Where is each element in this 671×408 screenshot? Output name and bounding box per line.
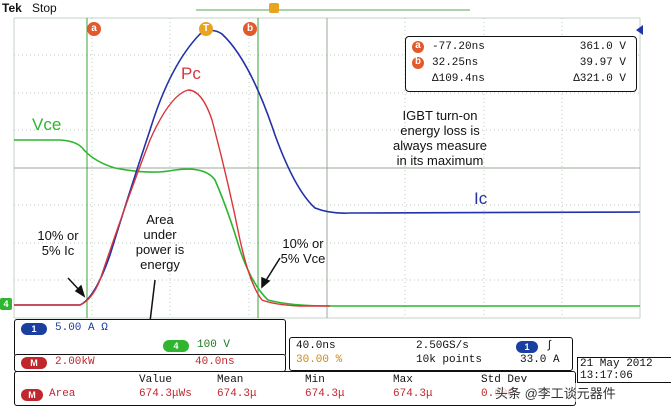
- cursor-delta-row: Δ109.4ns Δ321.0 V: [412, 72, 630, 88]
- vce-trace: [14, 139, 640, 307]
- datetime: 21 May 2012 13:17:06: [577, 357, 671, 383]
- meas-value: 674.3μWs: [139, 388, 192, 400]
- meas-min: 674.3μ: [305, 388, 345, 400]
- pc-trace: [14, 89, 330, 307]
- timebase-panel: 40.0ns 2.50GS/s 30.00 % 10k points 1 ∫ 3…: [289, 337, 573, 371]
- status-bar: Tek Stop: [0, 0, 671, 18]
- cursor-a-time: -77.20ns: [432, 41, 485, 53]
- cursor-a-row: a -77.20ns 361.0 V: [412, 40, 630, 56]
- trigger-position-icon: [269, 3, 279, 13]
- meas-header-value: Value: [139, 374, 173, 386]
- trigger-marker[interactable]: T: [199, 22, 213, 36]
- ch4-ground-marker[interactable]: 4: [0, 298, 12, 310]
- ic-threshold-note: 10% or 5% Ic: [37, 228, 79, 258]
- meas-header-max: Max: [393, 374, 413, 386]
- meas-max: 674.3μ: [393, 388, 433, 400]
- cursor-b-row: b 32.25ns 39.97 V: [412, 56, 630, 72]
- cursor-a-value: 361.0 V: [579, 41, 626, 53]
- pc-label: Pc: [181, 64, 201, 83]
- trigger-position[interactable]: 30.00 %: [296, 354, 343, 366]
- ch1-scale[interactable]: 5.00 A Ω: [55, 322, 108, 334]
- cursor-readout: a -77.20ns 361.0 V b 32.25ns 39.97 V Δ10…: [405, 36, 637, 92]
- ch1-level-arrow-icon: [636, 25, 643, 35]
- cursor-delta-value: Δ321.0 V: [573, 73, 626, 85]
- cursor-b-value: 39.97 V: [579, 57, 626, 69]
- math-scale[interactable]: 2.00kW: [55, 356, 95, 368]
- record-length: 10k points: [416, 354, 483, 366]
- math-indicator[interactable]: M: [21, 357, 47, 369]
- area-note: Area under power is energy: [135, 212, 185, 272]
- date: 21 May 2012: [580, 358, 653, 370]
- cursor-b-marker[interactable]: b: [243, 22, 257, 36]
- igbt-note: IGBT turn-on energy loss is always measu…: [393, 108, 487, 168]
- horizontal-scale[interactable]: 40.0ns: [296, 340, 336, 352]
- watermark: 头条 @李工谈元器件: [492, 383, 619, 402]
- meas-source[interactable]: M: [21, 389, 43, 401]
- run-state[interactable]: Stop: [32, 1, 57, 15]
- ic-label: Ic: [474, 189, 488, 208]
- ch4-indicator[interactable]: 4: [163, 340, 189, 352]
- brand-logo: Tek: [2, 1, 22, 15]
- vce-threshold-note: 10% or 5% Vce: [280, 236, 326, 266]
- channel-panel: 1 5.00 A Ω 4 100 V: [14, 319, 286, 357]
- measurement-panel: Value Mean Min Max Std Dev M Area 674.3μ…: [14, 371, 576, 406]
- cursor-b-time: 32.25ns: [432, 57, 479, 69]
- math-time[interactable]: 40.0ns: [195, 356, 235, 368]
- cursor-delta-time: Δ109.4ns: [432, 73, 485, 85]
- meas-type[interactable]: Area: [49, 388, 76, 400]
- ch1-indicator[interactable]: 1: [21, 323, 47, 335]
- cursor-b-icon: b: [412, 57, 424, 69]
- meas-header-min: Min: [305, 374, 325, 386]
- meas-header-mean: Mean: [217, 374, 244, 386]
- time: 13:17:06: [580, 370, 633, 382]
- trigger-level[interactable]: 33.0 A: [520, 354, 560, 366]
- cursor-a-icon: a: [412, 41, 424, 53]
- trigger-source[interactable]: 1: [516, 341, 538, 353]
- vce-label: Vce: [32, 115, 62, 134]
- math-panel: M 2.00kW 40.0ns: [14, 354, 286, 372]
- cursor-a-marker[interactable]: a: [87, 22, 101, 36]
- ch4-scale[interactable]: 100 V: [197, 339, 231, 351]
- sample-rate: 2.50GS/s: [416, 340, 469, 352]
- meas-mean: 674.3μ: [217, 388, 257, 400]
- trigger-slope-icon[interactable]: ∫: [546, 340, 553, 352]
